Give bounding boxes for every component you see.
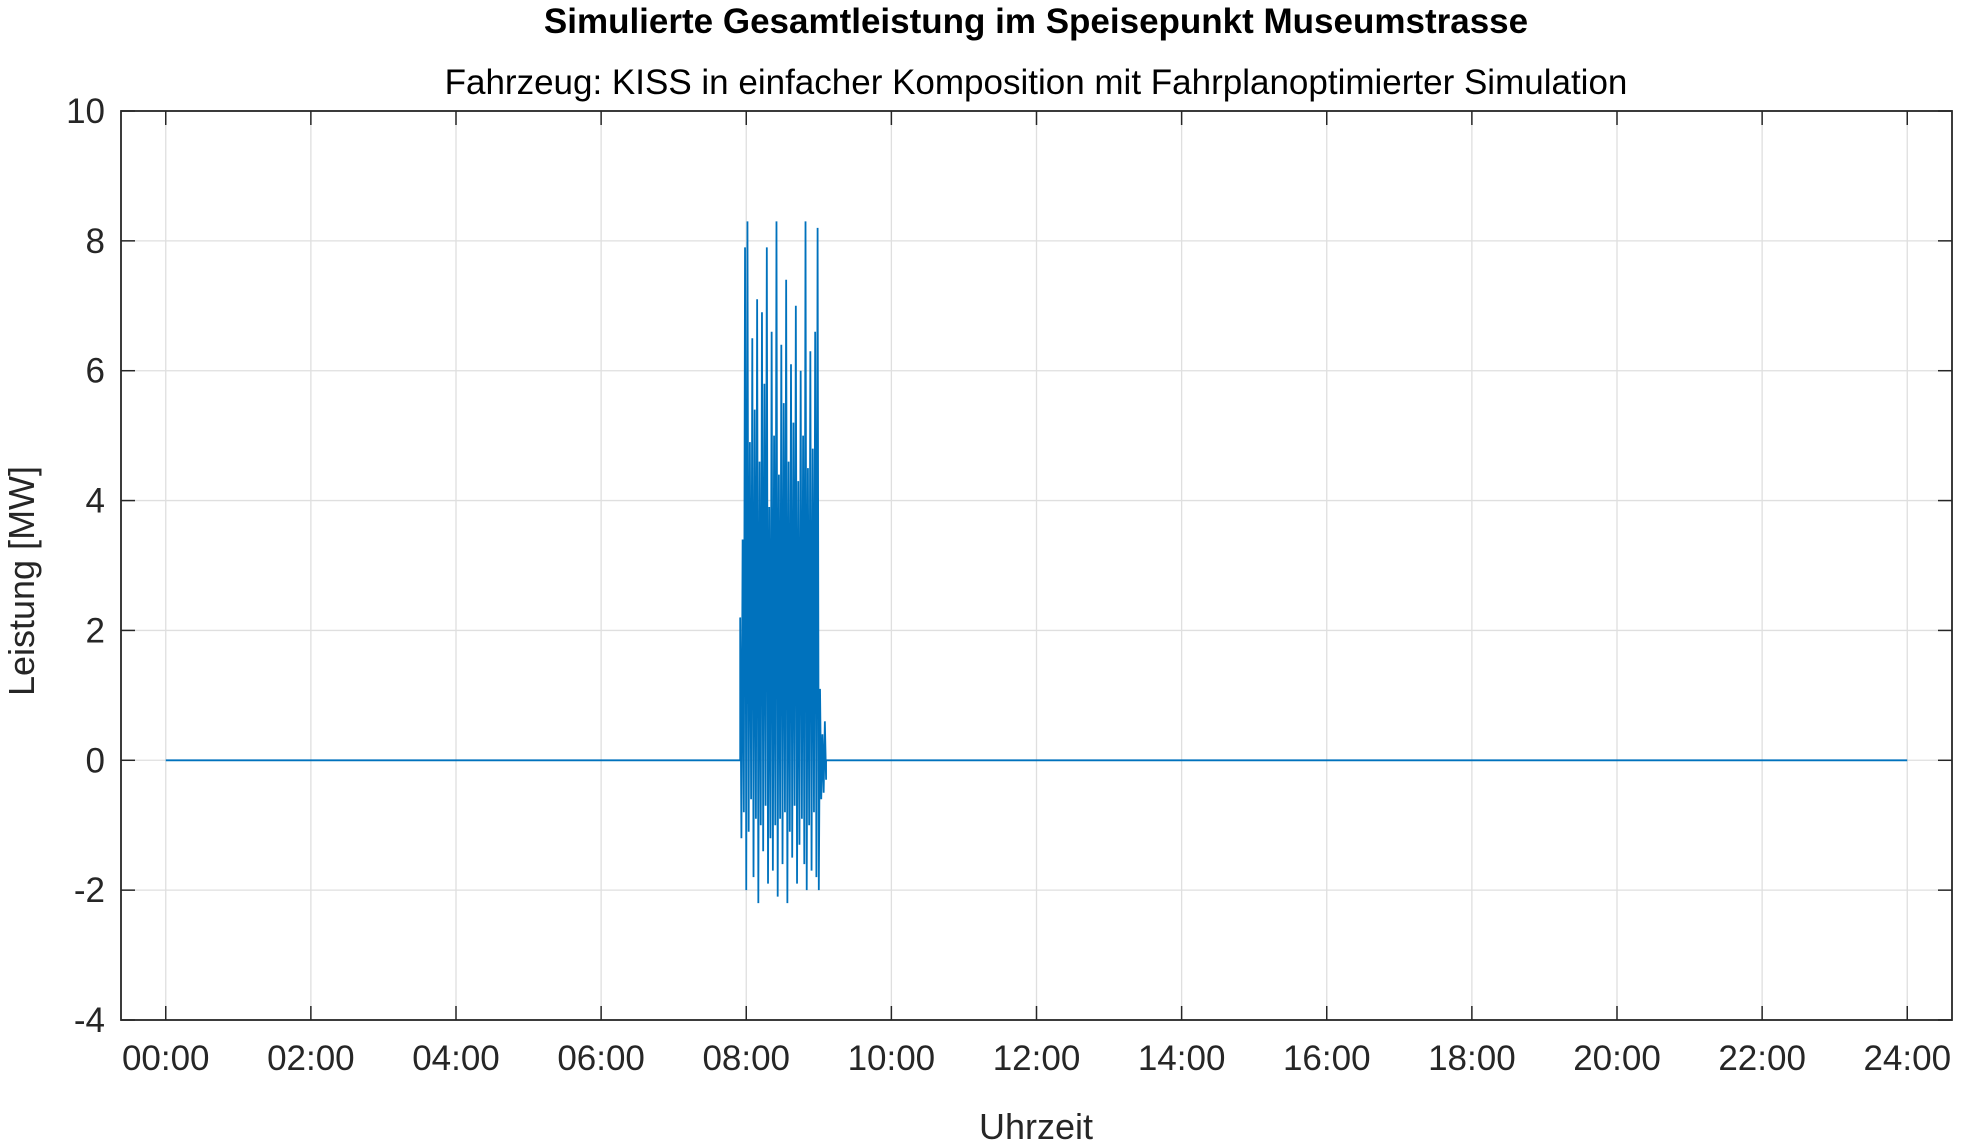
x-tick-label: 12:00 — [993, 1039, 1081, 1078]
x-tick-label: 00:00 — [122, 1039, 210, 1078]
x-tick-label: 04:00 — [412, 1039, 500, 1078]
x-tick-label: 08:00 — [702, 1039, 790, 1078]
y-axis-label: Leistung [MW] — [1, 466, 42, 696]
x-tick-label: 18:00 — [1428, 1039, 1516, 1078]
series-layer — [165, 221, 1908, 904]
x-axis-label: Uhrzeit — [979, 1106, 1093, 1146]
chart-title: Simulierte Gesamtleistung im Speisepunkt… — [544, 2, 1528, 41]
x-tick-label: 10:00 — [848, 1039, 936, 1078]
y-tick-label: -2 — [74, 871, 105, 910]
series-line-0 — [165, 221, 1908, 904]
y-tick-label: 8 — [86, 222, 105, 261]
y-tick-label: 2 — [86, 611, 105, 650]
x-tick-label: 06:00 — [557, 1039, 645, 1078]
y-tick-label: 10 — [66, 92, 105, 131]
y-tick-label: 6 — [86, 352, 105, 391]
chart-subtitle: Fahrzeug: KISS in einfacher Komposition … — [445, 63, 1628, 102]
y-tick-label: -4 — [74, 1001, 105, 1040]
x-tick-label: 16:00 — [1283, 1039, 1371, 1078]
x-tick-label: 14:00 — [1138, 1039, 1226, 1078]
x-tick-label: 02:00 — [267, 1039, 355, 1078]
grid — [121, 110, 1952, 1021]
x-tick-label: 24:00 — [1863, 1039, 1951, 1078]
x-tick-label: 20:00 — [1573, 1039, 1661, 1078]
y-tick-label: 4 — [86, 482, 105, 521]
x-tick-label: 22:00 — [1718, 1039, 1806, 1078]
x-axis-ticks: 00:00 02:00 04:00 06:00 08:00 10:00 12:00 14:00… — [122, 111, 1951, 1078]
y-tick-label: 0 — [86, 741, 105, 780]
y-axis-ticks: -4 -2 0 2 4 6 8 10 — [66, 92, 1952, 1040]
